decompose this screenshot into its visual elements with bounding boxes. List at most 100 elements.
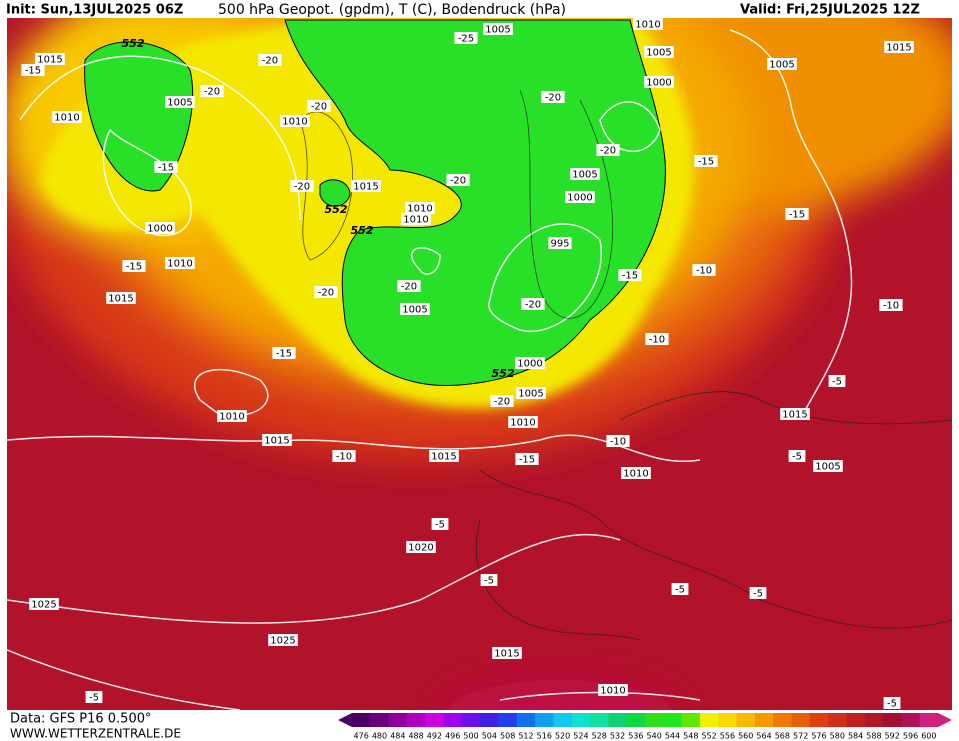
isobar-label: 1010: [407, 204, 432, 215]
colorbar-swatch: [352, 713, 371, 727]
temperature-label-box: [397, 280, 421, 292]
colorbar-label: 580: [830, 732, 845, 741]
temperature-label-box: [521, 298, 545, 310]
isobar-label: 1025: [31, 600, 56, 611]
temperature-label: -20: [545, 93, 561, 104]
temperature-label-box: [332, 450, 356, 462]
colorbar-swatch: [645, 713, 664, 727]
isobar-label-box: [165, 257, 195, 269]
temperature-label-box: [694, 155, 718, 167]
colorbar-label: 520: [555, 732, 570, 741]
temperature-label-box: [307, 100, 331, 112]
isobar-label: 1005: [572, 170, 597, 181]
isobar-label: 1015: [264, 436, 289, 447]
colorbar-label: 532: [610, 732, 625, 741]
colorbar-arrow-low: [338, 713, 352, 727]
temperature-label-box: [618, 269, 642, 281]
colorbar-label: 600: [921, 732, 936, 741]
temperature-label-box: [785, 208, 809, 220]
temperature-label: -5: [753, 589, 763, 600]
colorbar-swatch: [718, 713, 738, 727]
isobar-label-box: [400, 303, 430, 315]
isobar-label: 1015: [886, 43, 911, 54]
temperature-label: -15: [622, 271, 638, 282]
temperature-label-box: [200, 85, 224, 97]
temperature-label-box: [490, 395, 514, 407]
colorbar-swatch: [754, 713, 774, 727]
temperature-label-box: [671, 583, 689, 595]
colorbar-label: 496: [445, 732, 460, 741]
temperature-label-box: [85, 691, 103, 703]
isobar-label: 1005: [769, 60, 794, 71]
colorbar-swatch: [809, 713, 829, 727]
data-source: Data: GFS P16 0.500°: [10, 712, 152, 727]
low-height-region: [84, 19, 666, 387]
temperature-label-box: [314, 286, 338, 298]
colorbar-swatch: [773, 713, 792, 727]
isobar-label: 1010: [623, 469, 648, 480]
temperature-label-box: [480, 574, 498, 586]
colorbar-swatch: [516, 713, 536, 727]
isobar-label-box: [780, 408, 810, 420]
isobar-label: 1005: [485, 25, 510, 36]
colorbar-swatch: [370, 713, 390, 727]
colorbar-label: 556: [720, 732, 735, 741]
isobar-label: 1010: [282, 117, 307, 128]
temperature-label: -10: [883, 301, 899, 312]
temperature-label: -20: [494, 397, 510, 408]
temperature-label-box: [446, 174, 470, 186]
isobar-label-box: [508, 416, 538, 428]
isobar-label-box: [351, 180, 381, 192]
colorbar-swatch: [553, 713, 573, 727]
isobar-label-box: [884, 41, 914, 53]
isobar-label-box: [813, 460, 843, 472]
colorbar-swatch: [461, 713, 481, 727]
temperature-label: -20: [318, 288, 334, 299]
isobar-label-box: [268, 634, 298, 646]
colorbar-swatch: [443, 713, 463, 727]
temperature-label: -20: [204, 87, 220, 98]
colorbar-swatch: [791, 713, 811, 727]
colorbar-label: 568: [775, 732, 790, 741]
colorbar-label: 572: [793, 732, 808, 741]
isobar-label-box: [644, 46, 674, 58]
isobar-label: 1010: [54, 113, 79, 124]
colorbar-label: 500: [463, 732, 478, 741]
temperature-label-box: [788, 450, 806, 462]
isobar-label: 1025: [270, 636, 295, 647]
isobar-label-box: [406, 541, 436, 553]
temperature-label-box: [272, 347, 296, 359]
coastlines: [299, 89, 952, 641]
colorbar-label: 476: [354, 732, 369, 741]
colorbar-label: 588: [866, 732, 881, 741]
geopotential-label: 552: [325, 203, 348, 216]
temperature-label: -5: [89, 693, 99, 704]
temperature-label-box: [154, 161, 178, 173]
isobar-label-box: [429, 450, 459, 462]
isobar-label: 1010: [219, 412, 244, 423]
temperature-label: -15: [698, 157, 714, 168]
colorbar-swatch: [571, 713, 591, 727]
temperature-label: -15: [25, 66, 41, 77]
valid-time: Valid: Fri,25JUL2025 12Z: [740, 3, 920, 18]
isobar-label-box: [106, 292, 136, 304]
isobar-label-box: [35, 53, 65, 65]
colorbar-swatch: [425, 713, 445, 727]
colorbar-arrow-high: [938, 713, 952, 727]
isobar-label: 1005: [815, 462, 840, 473]
isobar-label: 1005: [402, 305, 427, 316]
colorbar-label: 576: [811, 732, 826, 741]
isobar-label-box: [405, 202, 435, 214]
temperature-label: -10: [649, 335, 665, 346]
temperature-label: -20: [450, 176, 466, 187]
isobar-label-box: [165, 96, 195, 108]
temperature-label-box: [596, 144, 620, 156]
isobar-label: 1010: [510, 418, 535, 429]
website: WWW.WETTERZENTRALE.DE: [10, 727, 181, 741]
isobar-label-box: [492, 647, 522, 659]
colorbar-label: 492: [427, 732, 442, 741]
colorbar-label: 536: [628, 732, 643, 741]
temperature-label: -25: [458, 34, 474, 45]
isobar-label: 1015: [37, 55, 62, 66]
colorbar: 476 480 484 488 492 496 500 504 508 512 516 520 524 5…: [338, 713, 952, 741]
